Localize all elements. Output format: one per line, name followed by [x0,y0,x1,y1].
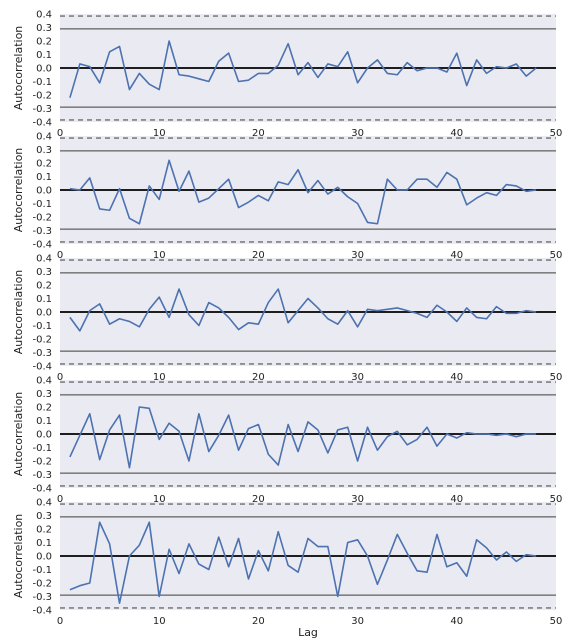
y-axis-label: Autocorrelation [12,270,25,355]
x-tick-label: 0 [57,372,63,383]
acf-series-line [69,521,537,605]
acf-panel-2: -0.4 -0.3 -0.2 -0.1 0.0 0.1 0.2 0.3 0.4 0 10 20 30 40… [12,132,562,262]
y-tick-label: 0.1 [36,416,52,427]
x-tick-label: 10 [153,250,166,261]
y-axis-label: Autocorrelation [12,514,25,599]
y-tick-label: 0.4 [36,498,52,509]
y-tick-label: -0.4 [32,484,52,495]
y-tick-label: -0.2 [32,91,52,102]
x-tick-label: 40 [450,494,463,505]
x-tick-label: 50 [550,494,563,505]
y-axis-label: Autocorrelation [12,26,25,111]
y-tick-label: -0.4 [32,118,52,129]
y-tick-label: -0.2 [32,335,52,346]
x-tick-label: 0 [57,616,63,627]
y-tick-label: 0.0 [36,308,52,319]
x-tick-label: 30 [351,250,364,261]
x-tick-label: 30 [351,372,364,383]
acf-panel-4: -0.4 -0.3 -0.2 -0.1 0.0 0.1 0.2 0.3 0.4 0 10 20 30 40… [12,376,562,506]
x-tick-label: 30 [351,494,364,505]
acf-series-line [69,406,537,469]
acf-series-line [69,288,537,332]
y-tick-label: -0.1 [32,565,52,576]
y-tick-label: 0.1 [36,50,52,61]
x-tick-label: 50 [550,616,563,627]
y-tick-label: 0.2 [36,525,52,536]
x-tick-label: 40 [450,616,463,627]
x-tick-label: 30 [351,128,364,139]
y-axis-label: Autocorrelation [12,148,25,233]
y-tick-label: 0.4 [36,254,52,265]
y-tick-label: -0.2 [32,579,52,590]
x-tick-label: 10 [153,494,166,505]
y-tick-label: 0.3 [36,389,52,400]
y-tick-label: -0.3 [32,226,52,237]
y-axis-label: Autocorrelation [12,392,25,477]
y-tick-label: -0.3 [32,470,52,481]
y-tick-label: -0.1 [32,199,52,210]
x-tick-label: 40 [450,128,463,139]
y-tick-label: 0.2 [36,403,52,414]
acf-panel-3: -0.4 -0.3 -0.2 -0.1 0.0 0.1 0.2 0.3 0.4 0 10 20 30 40… [12,254,562,384]
y-tick-label: 0.0 [36,430,52,441]
y-tick-label: 0.1 [36,294,52,305]
y-tick-label: 0.3 [36,145,52,156]
acf-series-line [69,40,537,98]
x-tick-label: 10 [153,372,166,383]
y-tick-label: 0.0 [36,552,52,563]
y-tick-label: 0.0 [36,186,52,197]
x-axis-label: Lag [298,626,318,639]
y-tick-label: 0.2 [36,159,52,170]
y-tick-label: 0.2 [36,37,52,48]
acf-series-line [69,159,537,225]
y-tick-label: 0.4 [36,132,52,143]
y-tick-label: 0.2 [36,281,52,292]
y-tick-label: 0.1 [36,172,52,183]
y-tick-label: 0.1 [36,538,52,549]
y-tick-label: -0.4 [32,240,52,251]
y-tick-label: -0.4 [32,606,52,617]
x-tick-label: 0 [57,494,63,505]
acf-panel-5: -0.4 -0.3 -0.2 -0.1 0.0 0.1 0.2 0.3 0.4 0 10 20 30 40… [12,498,562,628]
x-tick-label: 10 [153,616,166,627]
y-tick-label: -0.1 [32,321,52,332]
y-tick-label: 0.3 [36,23,52,34]
y-tick-label: 0.4 [36,376,52,387]
x-tick-label: 10 [153,128,166,139]
x-tick-label: 30 [351,616,364,627]
x-tick-label: 50 [550,128,563,139]
y-tick-label: -0.3 [32,348,52,359]
x-tick-label: 40 [450,372,463,383]
y-tick-label: -0.3 [32,104,52,115]
x-tick-label: 40 [450,250,463,261]
x-tick-label: 50 [550,372,563,383]
x-tick-label: 20 [252,494,265,505]
x-tick-label: 20 [252,250,265,261]
y-tick-label: 0.4 [36,10,52,21]
x-tick-label: 50 [550,250,563,261]
x-tick-label: 0 [57,250,63,261]
y-tick-label: -0.1 [32,77,52,88]
y-tick-label: -0.2 [32,457,52,468]
y-tick-label: -0.2 [32,213,52,224]
y-tick-label: -0.3 [32,592,52,603]
y-tick-label: 0.3 [36,511,52,522]
x-tick-label: 20 [252,616,265,627]
y-tick-label: -0.4 [32,362,52,373]
x-tick-label: 0 [57,128,63,139]
x-tick-label: 20 [252,372,265,383]
y-tick-label: 0.3 [36,267,52,278]
y-tick-label: -0.1 [32,443,52,454]
acf-panel-1: -0.4 -0.3 -0.2 -0.1 0.0 0.1 0.2 0.3 0.4 0 10 20 30 40… [12,10,562,140]
y-tick-label: 0.0 [36,64,52,75]
x-tick-label: 20 [252,128,265,139]
